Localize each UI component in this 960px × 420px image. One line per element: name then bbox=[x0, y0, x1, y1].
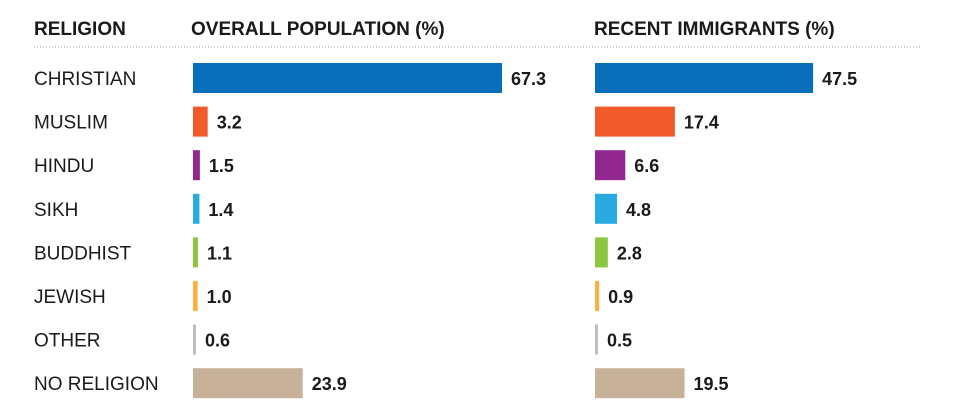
immigrants-value-sikh: 4.8 bbox=[626, 200, 651, 220]
category-labels: CHRISTIAN MUSLIM HINDU SIKH BUDDHIST JEWISH OT… bbox=[34, 69, 159, 395]
immigrants-value-buddhist: 2.8 bbox=[617, 243, 642, 263]
overall-population-bars: 67.3 3.2 1.5 1.4 1.1 1.0 0.6 23.9 bbox=[193, 63, 546, 399]
category-label-other: OTHER bbox=[34, 331, 101, 352]
overall-bar-hindu bbox=[193, 150, 200, 181]
immigrants-value-hindu: 6.6 bbox=[634, 156, 659, 176]
immigrants-value-christian: 47.5 bbox=[822, 69, 857, 89]
overall-value-no-religion: 23.9 bbox=[312, 374, 347, 394]
category-label-christian: CHRISTIAN bbox=[34, 69, 136, 90]
immigrants-bar-sikh bbox=[595, 193, 618, 224]
immigrants-bar-other bbox=[595, 324, 598, 355]
immigrants-bar-muslim bbox=[595, 106, 675, 137]
immigrants-bar-no-religion bbox=[595, 368, 685, 399]
immigrants-value-other: 0.5 bbox=[607, 331, 632, 351]
overall-bar-christian bbox=[193, 63, 502, 93]
immigrants-bar-buddhist bbox=[595, 237, 608, 268]
immigrants-value-jewish: 0.9 bbox=[608, 287, 633, 307]
overall-bar-muslim bbox=[193, 106, 208, 137]
overall-value-other: 0.6 bbox=[205, 331, 230, 351]
overall-bar-jewish bbox=[193, 281, 198, 311]
overall-value-hindu: 1.5 bbox=[209, 156, 234, 176]
overall-population-title: OVERALL POPULATION (%) bbox=[191, 19, 445, 40]
overall-value-jewish: 1.0 bbox=[207, 287, 232, 307]
recent-immigrants-bars: 47.5 17.4 6.6 4.8 2.8 0.9 0.5 19.5 bbox=[595, 63, 857, 399]
overall-value-buddhist: 1.1 bbox=[207, 243, 232, 263]
category-label-no-religion: NO RELIGION bbox=[34, 374, 159, 395]
recent-immigrants-title: RECENT IMMIGRANTS (%) bbox=[594, 19, 835, 40]
category-header: RELIGION bbox=[34, 19, 126, 40]
category-label-buddhist: BUDDHIST bbox=[34, 243, 132, 264]
overall-bar-buddhist bbox=[193, 237, 199, 268]
immigrants-bar-hindu bbox=[595, 150, 626, 181]
overall-bar-sikh bbox=[193, 193, 200, 224]
overall-value-christian: 67.3 bbox=[511, 69, 546, 89]
immigrants-bar-jewish bbox=[595, 281, 600, 311]
category-label-hindu: HINDU bbox=[34, 156, 94, 177]
category-label-jewish: JEWISH bbox=[34, 287, 106, 308]
immigrants-bar-christian bbox=[595, 63, 814, 93]
overall-value-sikh: 1.4 bbox=[208, 200, 233, 220]
category-label-sikh: SIKH bbox=[34, 200, 78, 221]
category-label-muslim: MUSLIM bbox=[34, 113, 108, 134]
immigrants-value-muslim: 17.4 bbox=[684, 113, 719, 133]
overall-bar-other bbox=[193, 324, 196, 355]
overall-value-muslim: 3.2 bbox=[217, 113, 242, 133]
immigrants-value-no-religion: 19.5 bbox=[694, 374, 729, 394]
overall-bar-no-religion bbox=[193, 368, 303, 399]
